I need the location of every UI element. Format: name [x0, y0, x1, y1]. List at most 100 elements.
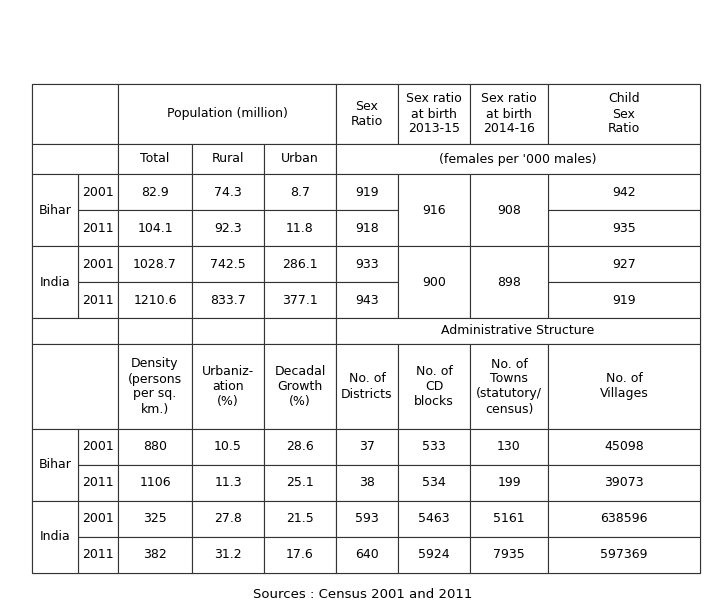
Bar	[398, 429, 470, 465]
Text: Administrative Structure: Administrative Structure	[441, 325, 595, 338]
Bar	[470, 174, 548, 246]
Text: (females per '000 males): (females per '000 males)	[439, 153, 597, 165]
Bar	[336, 84, 398, 144]
Bar	[118, 465, 192, 501]
Bar	[192, 246, 264, 282]
Text: 37: 37	[359, 440, 375, 453]
Bar	[470, 537, 548, 573]
Text: 833.7: 833.7	[210, 293, 246, 306]
Bar	[548, 344, 700, 429]
Text: 104.1: 104.1	[137, 221, 173, 234]
Text: 1210.6: 1210.6	[134, 293, 176, 306]
Text: Sex ratio
at birth
2013-15: Sex ratio at birth 2013-15	[406, 92, 462, 135]
Bar	[398, 174, 470, 246]
Text: Rural: Rural	[212, 153, 244, 165]
Text: 942: 942	[612, 186, 636, 199]
Text: 5463: 5463	[418, 512, 450, 525]
Bar	[32, 318, 118, 344]
Bar	[548, 537, 700, 573]
Text: India: India	[40, 276, 70, 288]
Text: Population (million): Population (million)	[166, 108, 287, 121]
Text: Decadal
Growth
(%): Decadal Growth (%)	[274, 365, 326, 408]
Bar	[264, 344, 336, 429]
Bar	[78, 282, 118, 318]
Text: No. of
Districts: No. of Districts	[341, 373, 393, 400]
Bar	[78, 174, 118, 210]
Bar	[264, 246, 336, 282]
Text: Bihar: Bihar	[38, 459, 71, 472]
Text: Urbaniz-
ation
(%): Urbaniz- ation (%)	[202, 365, 254, 408]
Bar	[548, 210, 700, 246]
Text: 286.1: 286.1	[282, 258, 318, 271]
Bar	[398, 465, 470, 501]
Bar	[264, 537, 336, 573]
Bar	[548, 84, 700, 144]
Bar	[264, 465, 336, 501]
Text: 1028.7: 1028.7	[133, 258, 177, 271]
Bar	[470, 84, 548, 144]
Text: 935: 935	[612, 221, 636, 234]
Text: 5924: 5924	[418, 549, 450, 561]
Bar	[336, 282, 398, 318]
Text: Urban: Urban	[281, 153, 319, 165]
Text: 8.7: 8.7	[290, 186, 310, 199]
Bar	[32, 144, 118, 174]
Text: 31.2: 31.2	[214, 549, 242, 561]
Text: 597369: 597369	[600, 549, 648, 561]
Text: 2011: 2011	[82, 293, 114, 306]
Bar	[32, 174, 78, 246]
Bar	[548, 174, 700, 210]
Text: 92.3: 92.3	[214, 221, 242, 234]
Text: 593: 593	[355, 512, 379, 525]
Text: Density
(persons
per sq.
km.): Density (persons per sq. km.)	[128, 357, 182, 416]
Bar	[78, 501, 118, 537]
Text: 908: 908	[497, 204, 521, 216]
Text: 638596: 638596	[600, 512, 648, 525]
Text: 2011: 2011	[82, 549, 114, 561]
Bar	[118, 344, 192, 429]
Text: 943: 943	[355, 293, 379, 306]
Bar	[264, 174, 336, 210]
Bar	[192, 465, 264, 501]
Text: 39073: 39073	[604, 477, 644, 490]
Bar	[336, 210, 398, 246]
Text: No. of
Towns
(statutory/
census): No. of Towns (statutory/ census)	[476, 357, 542, 416]
Text: 2011: 2011	[82, 221, 114, 234]
Text: No. of
CD
blocks: No. of CD blocks	[414, 365, 454, 408]
Bar	[192, 501, 264, 537]
Text: 5161: 5161	[493, 512, 525, 525]
Text: 742.5: 742.5	[210, 258, 246, 271]
Bar	[78, 465, 118, 501]
Text: 640: 640	[355, 549, 379, 561]
Bar	[118, 282, 192, 318]
Text: India: India	[40, 531, 70, 544]
Text: Sex ratio
at birth
2014-16: Sex ratio at birth 2014-16	[481, 92, 537, 135]
Text: Sex
Ratio: Sex Ratio	[351, 100, 383, 128]
Bar	[336, 429, 398, 465]
Text: 2001: 2001	[82, 186, 114, 199]
Bar	[548, 501, 700, 537]
Text: 1106: 1106	[139, 477, 171, 490]
Text: 927: 927	[612, 258, 636, 271]
Bar	[118, 210, 192, 246]
Bar	[470, 429, 548, 465]
Bar	[192, 344, 264, 429]
Text: 534: 534	[422, 477, 446, 490]
Text: 28.6: 28.6	[286, 440, 314, 453]
Bar	[548, 282, 700, 318]
Text: 2001: 2001	[82, 512, 114, 525]
Bar	[336, 174, 398, 210]
Text: 11.8: 11.8	[286, 221, 314, 234]
Text: 17.6: 17.6	[286, 549, 314, 561]
Bar	[118, 501, 192, 537]
Bar	[398, 537, 470, 573]
Text: 74.3: 74.3	[214, 186, 242, 199]
Bar	[192, 144, 264, 174]
Text: 880: 880	[143, 440, 167, 453]
Text: 382: 382	[143, 549, 167, 561]
Bar	[398, 246, 470, 318]
Bar	[264, 318, 336, 344]
Text: 45098: 45098	[604, 440, 644, 453]
Bar	[192, 429, 264, 465]
Bar	[118, 144, 192, 174]
